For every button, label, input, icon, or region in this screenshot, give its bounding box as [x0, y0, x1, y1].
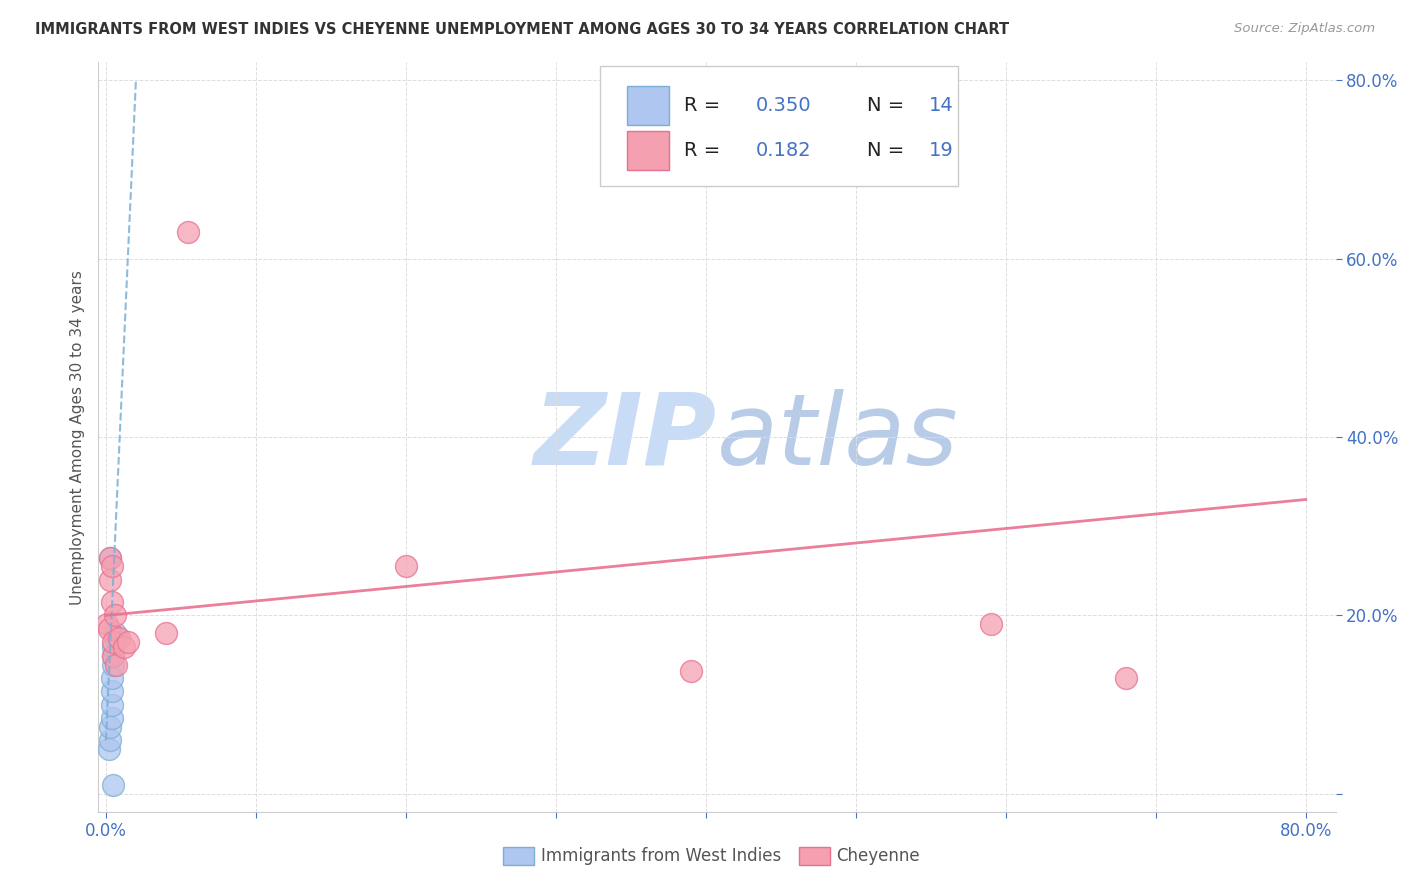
Text: N =: N =	[866, 95, 910, 115]
Point	[1115, 671, 1137, 685]
Point	[104, 608, 127, 623]
Point	[108, 631, 131, 645]
Point	[100, 720, 122, 734]
Bar	[627, 86, 669, 125]
Text: 14: 14	[928, 95, 953, 115]
Point	[101, 684, 124, 698]
Point	[97, 622, 120, 636]
Bar	[627, 130, 669, 169]
Point	[96, 617, 118, 632]
Point	[103, 657, 125, 672]
Point	[105, 657, 128, 672]
Text: R =: R =	[683, 141, 733, 160]
Text: Cheyenne: Cheyenne	[837, 847, 920, 865]
Text: 0.182: 0.182	[755, 141, 811, 160]
Text: N =: N =	[866, 141, 910, 160]
Point	[105, 631, 128, 645]
Point	[101, 671, 124, 685]
Point	[103, 640, 125, 654]
Text: 0.350: 0.350	[755, 95, 811, 115]
Point	[112, 640, 135, 654]
Point	[100, 733, 122, 747]
Point	[103, 648, 125, 663]
Point	[100, 573, 122, 587]
Point	[101, 711, 124, 725]
Text: ZIP: ZIP	[534, 389, 717, 485]
Text: R =: R =	[683, 95, 725, 115]
Text: 19: 19	[928, 141, 953, 160]
Point	[100, 550, 122, 565]
Point	[103, 635, 125, 649]
Point	[101, 595, 124, 609]
Point	[177, 225, 200, 239]
Point	[155, 626, 177, 640]
Point	[101, 559, 124, 574]
Text: Source: ZipAtlas.com: Source: ZipAtlas.com	[1234, 22, 1375, 36]
Point	[103, 648, 125, 663]
Point	[103, 778, 125, 792]
Text: atlas: atlas	[717, 389, 959, 485]
Point	[104, 626, 127, 640]
Text: Immigrants from West Indies: Immigrants from West Indies	[541, 847, 782, 865]
Point	[679, 664, 702, 678]
FancyBboxPatch shape	[599, 66, 959, 186]
Point	[100, 550, 122, 565]
Text: IMMIGRANTS FROM WEST INDIES VS CHEYENNE UNEMPLOYMENT AMONG AGES 30 TO 34 YEARS C: IMMIGRANTS FROM WEST INDIES VS CHEYENNE …	[35, 22, 1010, 37]
Point	[395, 559, 418, 574]
Point	[97, 742, 120, 756]
Point	[101, 698, 124, 712]
Point	[980, 617, 1002, 632]
Y-axis label: Unemployment Among Ages 30 to 34 years: Unemployment Among Ages 30 to 34 years	[69, 269, 84, 605]
Point	[117, 635, 139, 649]
